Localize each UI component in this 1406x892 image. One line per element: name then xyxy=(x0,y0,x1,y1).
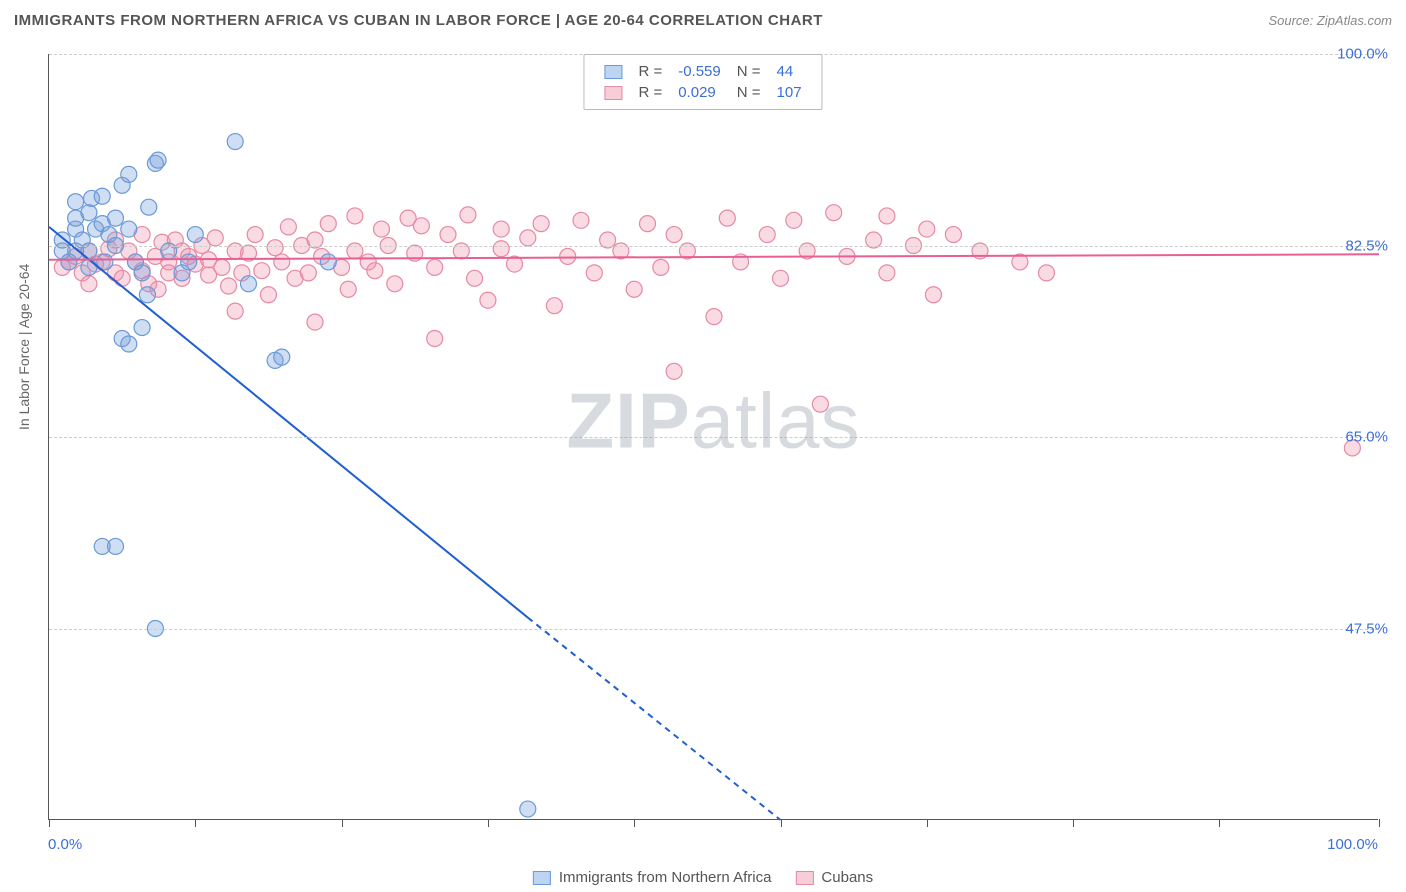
y-axis-label: In Labor Force | Age 20-64 xyxy=(16,264,32,430)
legend-r-value-2: 0.029 xyxy=(670,82,729,103)
x-tick xyxy=(781,819,782,827)
legend-n-value-1: 44 xyxy=(769,61,810,82)
x-tick xyxy=(488,819,489,827)
legend-label-2: Cubans xyxy=(821,869,873,886)
legend-n-value-2: 107 xyxy=(769,82,810,103)
y-tick-label: 47.5% xyxy=(1345,620,1388,637)
y-tick-label: 65.0% xyxy=(1345,429,1388,446)
source-attribution: Source: ZipAtlas.com xyxy=(1268,13,1392,28)
x-tick xyxy=(1219,819,1220,827)
legend-item-1: Immigrants from Northern Africa xyxy=(533,869,772,886)
legend-r-label: R = xyxy=(630,61,670,82)
x-tick-label: 0.0% xyxy=(48,836,82,853)
x-tick xyxy=(927,819,928,827)
legend-r-value-1: -0.559 xyxy=(670,61,729,82)
legend-swatch-bottom-1 xyxy=(533,871,551,885)
x-tick-label: 100.0% xyxy=(1327,836,1378,853)
series-legend: Immigrants from Northern Africa Cubans xyxy=(533,869,873,886)
y-tick-label: 82.5% xyxy=(1345,237,1388,254)
chart-title: IMMIGRANTS FROM NORTHERN AFRICA VS CUBAN… xyxy=(14,12,823,29)
correlation-legend: R = -0.559 N = 44 R = 0.029 N = 107 xyxy=(583,54,822,110)
grid-line xyxy=(49,437,1378,438)
x-tick xyxy=(342,819,343,827)
legend-n-label: N = xyxy=(729,82,769,103)
legend-swatch-2 xyxy=(604,86,622,100)
y-tick-label: 100.0% xyxy=(1337,46,1388,63)
legend-n-label: N = xyxy=(729,61,769,82)
legend-r-label: R = xyxy=(630,82,670,103)
x-tick xyxy=(195,819,196,827)
x-tick xyxy=(1379,819,1380,827)
grid-line xyxy=(49,629,1378,630)
x-tick xyxy=(1073,819,1074,827)
legend-row-series2: R = 0.029 N = 107 xyxy=(596,82,809,103)
plot-area: ZIPatlas xyxy=(48,54,1378,820)
legend-item-2: Cubans xyxy=(795,869,873,886)
legend-row-series1: R = -0.559 N = 44 xyxy=(596,61,809,82)
legend-label-1: Immigrants from Northern Africa xyxy=(559,869,772,886)
x-tick xyxy=(49,819,50,827)
grid-line xyxy=(49,246,1378,247)
x-tick xyxy=(634,819,635,827)
legend-swatch-1 xyxy=(604,65,622,79)
legend-swatch-bottom-2 xyxy=(795,871,813,885)
